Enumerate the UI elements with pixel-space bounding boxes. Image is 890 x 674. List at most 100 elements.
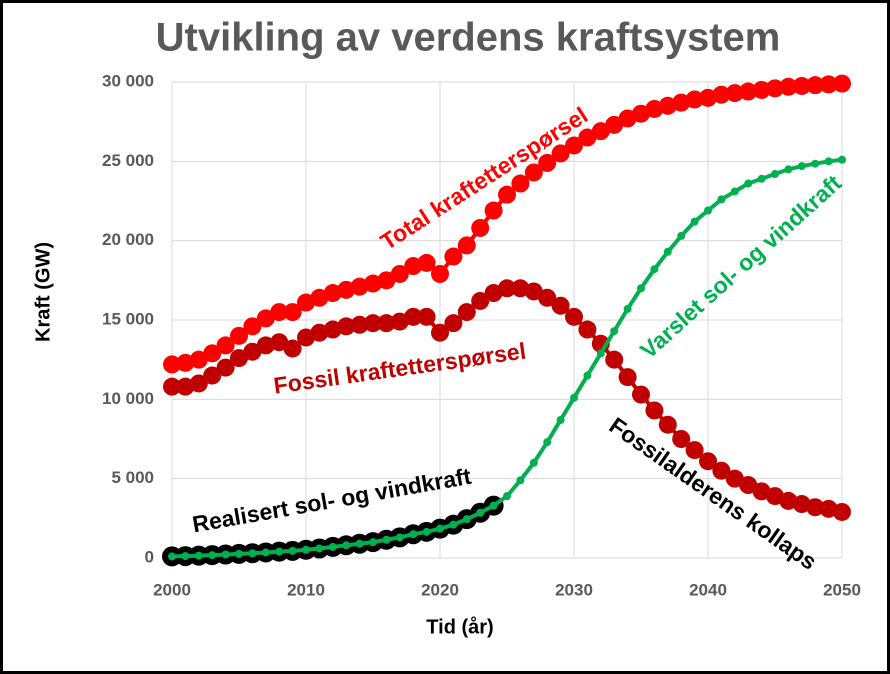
data-point (524, 282, 543, 301)
data-point (583, 371, 592, 380)
data-point (221, 550, 230, 559)
data-point (824, 157, 833, 166)
data-point (457, 303, 476, 322)
data-point (538, 153, 557, 172)
data-point (270, 303, 289, 322)
data-point (471, 291, 490, 310)
x-axis-label: Tid (år) (426, 615, 493, 638)
data-point (503, 492, 511, 501)
data-point (431, 264, 449, 283)
chart-title: Utvikling av verdens kraftsystem (156, 16, 781, 60)
data-point (422, 527, 431, 536)
data-point (302, 545, 310, 554)
data-point (725, 469, 744, 488)
y-tick-label: 10 000 (102, 389, 154, 408)
data-point (216, 336, 235, 355)
data-point (283, 339, 302, 358)
data-point (672, 430, 691, 448)
data-point (404, 307, 423, 326)
data-point (377, 314, 396, 333)
data-point (489, 501, 498, 510)
data-point (744, 179, 753, 188)
data-point (498, 185, 516, 204)
data-point (444, 314, 463, 333)
data-point (565, 307, 583, 326)
x-tick-label: 2020 (421, 580, 459, 599)
y-tick-label: 5 000 (111, 468, 154, 487)
data-point (476, 508, 485, 517)
data-point (342, 541, 351, 550)
data-point (163, 355, 181, 374)
data-point (645, 401, 664, 420)
data-point (712, 85, 731, 104)
data-point (243, 317, 262, 336)
data-point (819, 75, 838, 94)
data-point (369, 538, 377, 547)
data-point (685, 441, 704, 460)
data-point (230, 326, 248, 345)
x-tick-label: 2040 (689, 580, 727, 599)
data-point (725, 84, 744, 103)
data-point (752, 80, 771, 99)
data-point (811, 159, 820, 168)
data-point (838, 155, 846, 164)
data-point (570, 393, 578, 402)
data-point (390, 264, 409, 283)
data-point (690, 217, 699, 226)
data-point (516, 476, 525, 485)
y-tick-label: 15 000 (102, 309, 154, 328)
data-point (216, 358, 235, 377)
y-tick-label: 20 000 (102, 230, 154, 249)
data-point (806, 498, 825, 517)
y-tick-label: 25 000 (102, 151, 154, 170)
data-point (833, 502, 851, 521)
data-point (529, 458, 538, 467)
data-point (328, 542, 337, 551)
x-tick-label: 2010 (287, 580, 325, 599)
data-point (591, 122, 610, 141)
data-point (806, 76, 825, 95)
data-point (663, 247, 672, 256)
data-point (377, 271, 396, 290)
data-point (677, 231, 686, 240)
data-point (605, 350, 624, 369)
x-tick-label: 2050 (823, 580, 861, 599)
data-point (444, 247, 463, 266)
data-point (230, 349, 248, 368)
data-point (417, 307, 436, 326)
data-point (431, 323, 449, 342)
data-point (449, 520, 458, 529)
data-point (551, 296, 570, 315)
data-point (364, 314, 382, 333)
data-point (658, 415, 677, 434)
data-point (757, 174, 766, 183)
data-point (181, 552, 190, 561)
data-point (524, 163, 543, 182)
data-point (261, 548, 270, 557)
data-point (163, 377, 181, 396)
data-point (355, 539, 364, 548)
data-point (337, 317, 356, 336)
data-point (771, 170, 779, 179)
y-tick-label: 30 000 (102, 71, 154, 90)
data-point (203, 366, 222, 385)
data-point (471, 218, 490, 237)
data-point (283, 303, 302, 322)
data-point (382, 535, 391, 544)
data-point (350, 315, 369, 334)
data-point (784, 165, 793, 174)
data-point (194, 551, 203, 560)
y-tick-label: 0 (145, 547, 154, 566)
y-axis-label: Kraft (GW) (32, 242, 54, 342)
x-tick-label: 2000 (153, 580, 191, 599)
data-point (270, 333, 289, 352)
data-point (610, 327, 619, 336)
data-point (235, 549, 243, 558)
data-point (457, 236, 476, 255)
data-point (498, 279, 516, 298)
data-point (712, 461, 731, 480)
data-point (717, 195, 726, 204)
data-point (484, 201, 503, 220)
data-point (792, 76, 811, 95)
